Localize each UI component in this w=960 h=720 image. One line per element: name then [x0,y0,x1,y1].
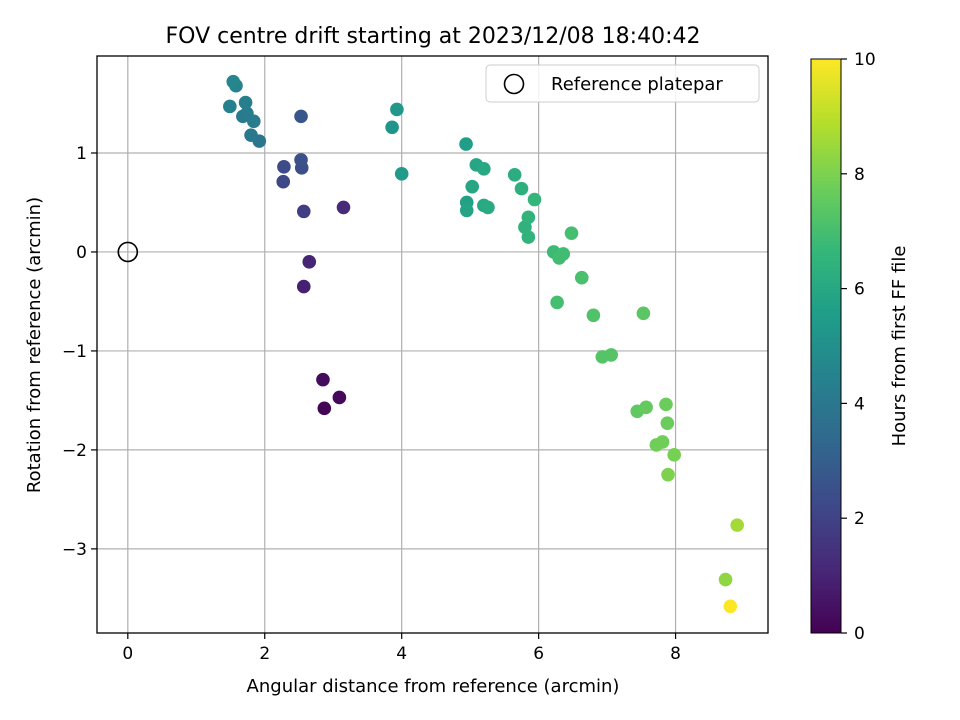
data-point [514,181,529,196]
colorbar-tick-label: 0 [854,624,865,644]
colorbar-tick-label: 8 [854,165,865,185]
data-point [244,128,258,142]
x-axis-label: Angular distance from reference (arcmin) [247,676,620,697]
data-point [336,200,351,215]
data-point [296,204,311,219]
data-point [459,137,473,151]
data-point [667,448,681,462]
data-point [659,397,673,412]
chart-title: FOV centre drift starting at 2023/12/08 … [166,24,701,49]
colorbar-tick-label: 2 [854,509,865,529]
data-point [317,401,332,416]
data-point [240,106,254,121]
legend-box [485,64,760,103]
y-axis-ticks: −3 −2 −1 0 1 [62,144,97,560]
data-point [636,306,651,321]
data-point [477,162,491,176]
colorbar-gradient [811,59,841,633]
data-point [226,74,241,89]
data-point [276,174,291,189]
data-point [661,467,675,482]
legend-reference-marker [503,73,525,95]
data-point [507,167,522,182]
data-point [277,160,291,174]
data-point [527,192,542,207]
colorbar-ticks: 0 2 4 6 8 10 [841,50,876,644]
y-tick-label: 1 [76,144,87,164]
y-tick-label: −1 [62,342,87,362]
data-point [332,390,347,405]
data-point [296,279,311,294]
data-point [302,255,317,269]
data-point [294,153,308,167]
data-point [294,109,308,124]
data-point [481,200,495,215]
data-point [238,95,253,110]
data-point [604,348,619,362]
y-tick-label: −2 [62,441,87,461]
x-tick-label: 4 [396,644,407,664]
y-tick-label: 0 [76,243,87,263]
data-point [465,179,480,194]
legend-entry-reference-platepar: Reference platepar [551,74,723,95]
data-point [586,308,601,323]
data-point [550,295,564,310]
data-point [385,120,399,135]
data-point [390,102,404,117]
data-point [639,400,653,415]
y-axis-label: Rotation from reference (arcmin) [24,197,45,493]
x-axis-ticks: 0 2 4 6 8 [122,633,681,664]
data-point [316,372,330,387]
plot-frame [96,55,769,634]
data-point [564,226,579,240]
colorbar-frame [810,58,842,634]
data-point [574,270,589,285]
data-point [660,416,675,430]
scatter-points [223,74,744,614]
y-tick-label: −3 [62,540,87,560]
reference-platepar-marker [117,241,139,263]
data-point [223,99,237,114]
data-point [723,599,738,614]
colorbar-tick-label: 10 [854,50,876,70]
data-point [521,230,536,244]
legend: Reference platepar [485,64,760,103]
data-point [718,572,733,587]
colorbar-tick-label: 4 [854,394,865,414]
colorbar-tick-label: 6 [854,280,865,300]
data-point [730,518,744,532]
data-point [556,247,571,261]
data-point [655,435,670,449]
data-point [459,203,474,218]
x-tick-label: 0 [122,644,133,664]
x-tick-label: 8 [670,644,681,664]
data-point [521,210,536,225]
x-tick-label: 2 [259,644,270,664]
data-point [394,166,409,181]
colorbar-label: Hours from first FF file [889,246,910,447]
x-tick-label: 6 [533,644,544,664]
